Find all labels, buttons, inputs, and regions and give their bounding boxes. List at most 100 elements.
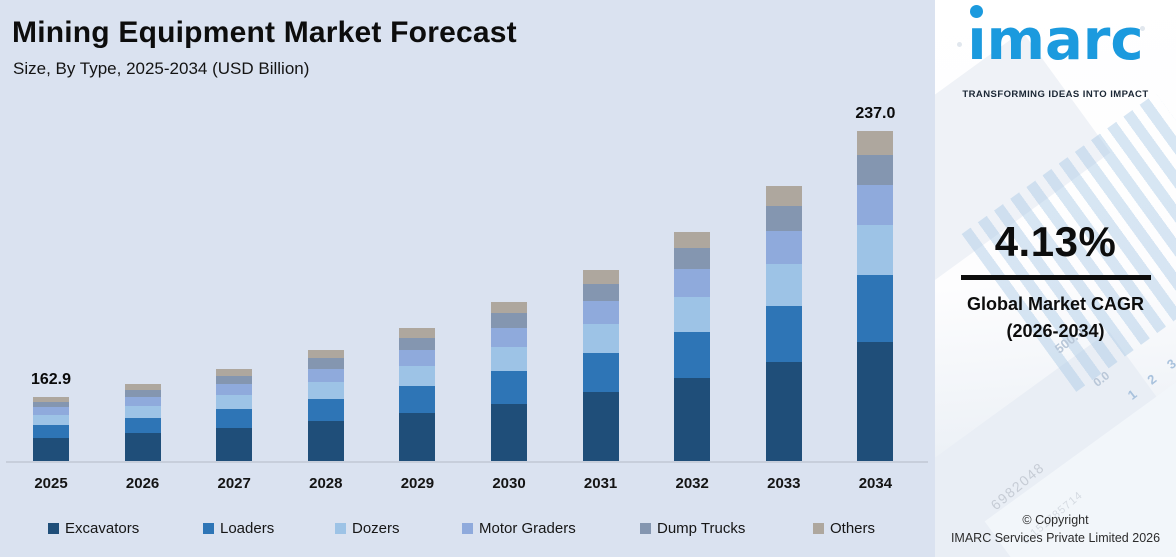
bar-segment-motor-graders-2030 xyxy=(491,327,527,348)
bar-segment-others-2031 xyxy=(582,269,619,284)
x-axis-line xyxy=(6,461,928,463)
bar-segment-dump-trucks-2034 xyxy=(857,154,894,185)
x-axis-label-2028: 2028 xyxy=(309,475,343,492)
total-label-2034: 237.0 xyxy=(855,104,896,122)
bar-segment-dump-trucks-2025 xyxy=(33,401,69,408)
bar-segment-dump-trucks-2032 xyxy=(674,248,711,270)
x-axis-label-2031: 2031 xyxy=(583,475,618,492)
cagr-label-line2: (2026-2034) xyxy=(1006,321,1105,341)
brand-panel: 500.0 0.0 1 2 3 4 6982048 0.151785714 ım… xyxy=(935,0,1176,557)
bar-segment-excavators-2034 xyxy=(857,342,894,461)
logo-letters: ımarc xyxy=(967,8,1144,73)
bar-segment-motor-graders-2031 xyxy=(582,301,619,325)
bar-segment-dump-trucks-2028 xyxy=(307,358,344,369)
bar-segment-dozers-2028 xyxy=(307,381,344,399)
bar-2026 xyxy=(124,384,161,461)
bar-segment-excavators-2033 xyxy=(765,361,802,461)
logo-tagline: TRANSFORMING IDEAS INTO IMPACT xyxy=(962,89,1149,100)
bar-segment-dozers-2026 xyxy=(124,406,161,418)
bar-segment-others-2034 xyxy=(857,130,894,155)
bar-2029 xyxy=(399,328,436,461)
x-axis-label-2025: 2025 xyxy=(34,475,68,492)
copyright-line2: IMARC Services Private Limited 2026 xyxy=(950,530,1161,545)
bar-segment-dozers-2029 xyxy=(399,366,436,387)
bar-segment-others-2026 xyxy=(124,384,161,390)
bar-segment-loaders-2025 xyxy=(33,424,69,438)
bar-segment-dozers-2025 xyxy=(33,415,69,425)
bar-2031 xyxy=(582,269,619,461)
bar-segment-loaders-2032 xyxy=(674,331,711,379)
x-axis-label-2027: 2027 xyxy=(217,475,251,492)
bar-2030 xyxy=(491,301,527,461)
chart-panel: Mining Equipment Market Forecast Size, B… xyxy=(0,0,935,557)
cagr-block: 4.13% Global Market CAGR (2026-2034) xyxy=(935,218,1176,345)
x-axis-label-2026: 2026 xyxy=(125,475,160,492)
bar-segment-others-2029 xyxy=(399,328,436,338)
x-axis-label-2030: 2030 xyxy=(492,475,526,492)
bar-segment-excavators-2028 xyxy=(307,421,344,461)
bar-segment-excavators-2027 xyxy=(216,427,253,461)
page-title: Mining Equipment Market Forecast xyxy=(12,16,517,49)
cagr-value: 4.13% xyxy=(994,218,1117,265)
imarc-logo-text: ımarc xyxy=(967,5,1144,71)
bar-segment-motor-graders-2027 xyxy=(216,383,253,396)
watermark-dot xyxy=(1140,26,1145,31)
copyright-line1: © Copyright xyxy=(1022,513,1089,527)
x-axis-label-2032: 2032 xyxy=(675,475,709,492)
bar-segment-dozers-2033 xyxy=(765,264,802,307)
x-axis-label-2029: 2029 xyxy=(400,475,435,492)
x-axis-label-2033: 2033 xyxy=(767,475,801,492)
bar-segment-motor-graders-2032 xyxy=(674,269,711,297)
total-label-2025: 162.9 xyxy=(30,371,72,388)
bar-2028 xyxy=(307,350,344,461)
cagr-label-line1: Global Market CAGR xyxy=(966,294,1145,314)
bar-segment-motor-graders-2029 xyxy=(399,350,436,367)
bar-segment-dozers-2030 xyxy=(491,347,527,372)
bar-segment-loaders-2033 xyxy=(765,306,802,362)
bar-segment-others-2032 xyxy=(674,231,711,249)
x-axis-label-2034: 2034 xyxy=(858,475,893,492)
bar-segment-loaders-2029 xyxy=(399,386,436,414)
bar-segment-dozers-2032 xyxy=(674,297,711,332)
bar-segment-dozers-2031 xyxy=(582,324,619,354)
bar-segment-others-2028 xyxy=(307,350,344,359)
bar-segment-excavators-2029 xyxy=(399,413,436,461)
bar-segment-loaders-2034 xyxy=(857,275,894,343)
bar-segment-excavators-2031 xyxy=(582,392,619,461)
bar-segment-motor-graders-2034 xyxy=(857,184,894,225)
bar-segment-others-2025 xyxy=(33,397,69,402)
bar-segment-dump-trucks-2030 xyxy=(491,313,527,328)
bar-segment-excavators-2026 xyxy=(124,433,161,461)
bar-2034 xyxy=(857,130,894,461)
imarc-logo: ımarc xyxy=(935,5,1176,71)
bar-segment-loaders-2026 xyxy=(124,417,161,434)
bar-segment-others-2030 xyxy=(491,301,527,314)
bar-2027 xyxy=(216,368,253,461)
bar-segment-motor-graders-2028 xyxy=(307,368,344,382)
bar-segment-dump-trucks-2029 xyxy=(399,337,436,351)
bar-segment-excavators-2032 xyxy=(674,378,711,461)
bar-segment-dump-trucks-2026 xyxy=(124,389,161,397)
bar-segment-loaders-2030 xyxy=(491,371,527,404)
bar-segment-others-2027 xyxy=(216,368,253,376)
bar-segment-motor-graders-2033 xyxy=(765,230,802,265)
bar-segment-excavators-2030 xyxy=(491,403,527,461)
bar-2033 xyxy=(765,185,802,461)
bar-segment-excavators-2025 xyxy=(33,437,69,461)
bar-segment-dump-trucks-2027 xyxy=(216,375,253,384)
bar-segment-others-2033 xyxy=(765,185,802,206)
bar-2032 xyxy=(674,231,711,461)
cagr-underline xyxy=(960,275,1151,280)
bar-segment-motor-graders-2026 xyxy=(124,396,161,407)
copyright: © Copyright IMARC Services Private Limit… xyxy=(935,512,1176,547)
bar-segment-loaders-2031 xyxy=(582,353,619,393)
bar-segment-dump-trucks-2033 xyxy=(765,205,802,231)
bar-segment-loaders-2027 xyxy=(216,409,253,428)
chart-subtitle: Size, By Type, 2025-2034 (USD Billion) xyxy=(13,59,310,78)
bar-segment-dump-trucks-2031 xyxy=(582,283,619,302)
plot-area: 2025 162.9 2026 2027 2028 2029 2030 2031 2032 203… xyxy=(6,104,928,492)
watermark-dot xyxy=(957,42,962,47)
bar-segment-loaders-2028 xyxy=(307,398,344,422)
bar-segment-motor-graders-2025 xyxy=(33,407,69,416)
